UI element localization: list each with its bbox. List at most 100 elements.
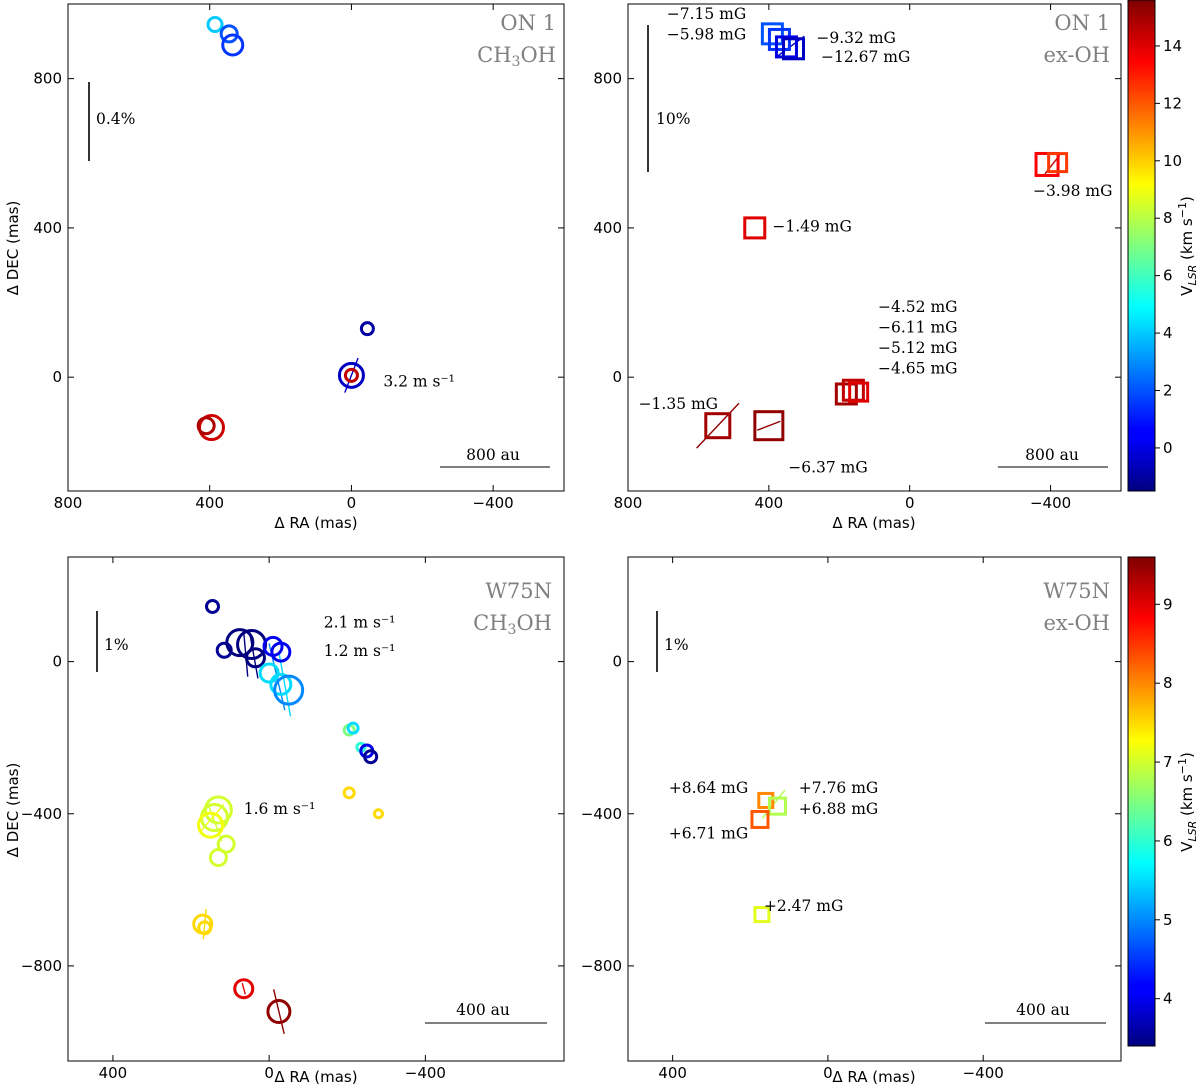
maser-square [753,410,785,442]
y-tick-label: −400 [21,805,62,823]
x-tick-label: 0 [823,1064,833,1082]
polarization-scale-label: 1% [104,636,129,654]
colorbar-tick-label: 2 [1163,382,1173,400]
panel-on1-ch3oh: ON 1 CH3OH Δ RA (mas) Δ DEC (mas) 0.4% 8… [4,3,565,532]
maser-circle [225,628,255,658]
annotation-label: 2.1 m s⁻¹ [324,613,396,631]
colorbar-tick-label: 8 [1163,209,1173,227]
maser-circle [269,672,293,696]
y-tick-label: 0 [52,653,62,671]
x-axis-label: Δ RA (mas) [832,514,915,532]
y-axis-label: Δ DEC (mas) [4,763,22,858]
annotation-label: −1.35 mG [639,395,719,413]
colorbar-tick-label: 7 [1163,753,1173,771]
polarization-scale-label: 1% [664,636,689,654]
maser-square [834,382,858,406]
colorbar-tick-label: 5 [1163,911,1173,929]
maser-circle [197,920,213,936]
colorbar-on1: VLSR (km s−1) 0 2 4 6 8 10 12 14 [1127,0,1199,492]
panel-title-line1: W75N [485,579,552,603]
maser-circle [337,361,365,389]
x-tick-label: 0 [347,494,357,512]
panel-title-line1: W75N [1043,579,1110,603]
maser-circle [205,598,221,614]
x-tick-label: 800 [54,494,83,512]
y-axis-label: Δ DEC (mas) [4,201,22,296]
y-tick-label: 400 [33,219,62,237]
maser-square [743,216,767,240]
maser-circle [359,321,375,337]
annotation-label: −7.15 mG [667,5,747,23]
polarization-scale-label: 0.4% [96,110,135,128]
x-axis-label: Δ RA (mas) [274,514,357,532]
x-tick-label: 400 [99,1064,128,1082]
annotation-label: −4.65 mG [878,359,958,377]
maser-circle [208,847,228,867]
x-tick-label: −400 [1030,494,1071,512]
x-tick-label: 0 [905,494,915,512]
y-tick-label: 400 [593,219,622,237]
polarization-vector [696,402,740,449]
x-tick-label: 800 [614,494,643,512]
y-tick-label: −800 [581,957,622,975]
y-tick-label: −400 [581,805,622,823]
panel-title-line1: ON 1 [500,11,556,35]
annotation-label: −9.32 mG [816,29,896,47]
maser-square [782,37,806,61]
colorbar-tick-label: 14 [1163,37,1182,55]
maser-circle [196,416,216,436]
maser-square [1047,152,1069,174]
annotation-label: 3.2 m s⁻¹ [383,373,455,391]
panel-title-line1: ON 1 [1054,11,1110,35]
distance-scale-label: 400 au [456,1001,510,1019]
annotation-label: −3.98 mG [1033,182,1113,200]
maser-circle [342,786,356,800]
panel-on1-exoh: ON 1 ex-OH Δ RA (mas) 10% 800 au 800 400 0… [593,3,1122,532]
colorbar-tick-label: 12 [1163,94,1182,112]
annotation-label: −12.67 mG [821,48,910,66]
annotation-label: −4.52 mG [878,298,958,316]
annotation-label: −6.11 mG [878,318,958,336]
maser-circle [346,721,360,735]
panel-title-line2: CH3OH [473,611,552,638]
maser-square [757,791,775,809]
x-tick-label: 400 [195,494,224,512]
x-tick-label: 400 [658,1064,687,1082]
x-tick-label: −400 [963,1064,1004,1082]
panel-w75n-ch3oh: W75N CH3OH Δ RA (mas) Δ DEC (mas) 1% 400… [4,556,565,1086]
x-axis-label: Δ RA (mas) [274,1068,357,1086]
annotation-label: +8.64 mG [669,779,749,797]
y-tick-label: 0 [612,653,622,671]
colorbar-label: VLSR (km s−1) [1176,752,1199,852]
maser-circle [244,647,266,669]
colorbar-w75n: VLSR (km s−1) 4 5 6 7 8 9 [1127,556,1199,1047]
annotation-label: +6.71 mG [669,824,749,842]
maser-square [760,22,784,46]
x-tick-label: 0 [264,1064,274,1082]
maser-circle [215,641,233,659]
annotation-label: +2.47 mG [764,897,844,915]
colorbar-tick-label: 9 [1163,595,1173,613]
maser-square [704,412,732,440]
colorbar-gradient [1127,0,1156,492]
maser-circle [233,978,255,1000]
plot-frame [627,556,1122,1062]
x-tick-label: −400 [473,494,514,512]
colorbar-label: VLSR (km s−1) [1176,196,1199,296]
annotation-label: −1.49 mG [772,218,852,236]
colorbar-tick-label: 6 [1163,267,1173,285]
maser-square [774,35,798,59]
annotation-label: −6.37 mG [788,458,868,476]
plot-frame [67,556,565,1062]
polarization-vector [272,989,285,1034]
panel-title-line2: CH3OH [477,43,556,70]
maser-circle [270,641,292,663]
maser-circle [219,24,239,44]
maser-circle [221,33,245,57]
maser-circle [197,811,225,839]
maser-square [753,906,771,924]
colorbar-gradient [1127,556,1156,1047]
polarization-vector [757,420,781,431]
x-axis-label: Δ RA (mas) [832,1068,915,1086]
